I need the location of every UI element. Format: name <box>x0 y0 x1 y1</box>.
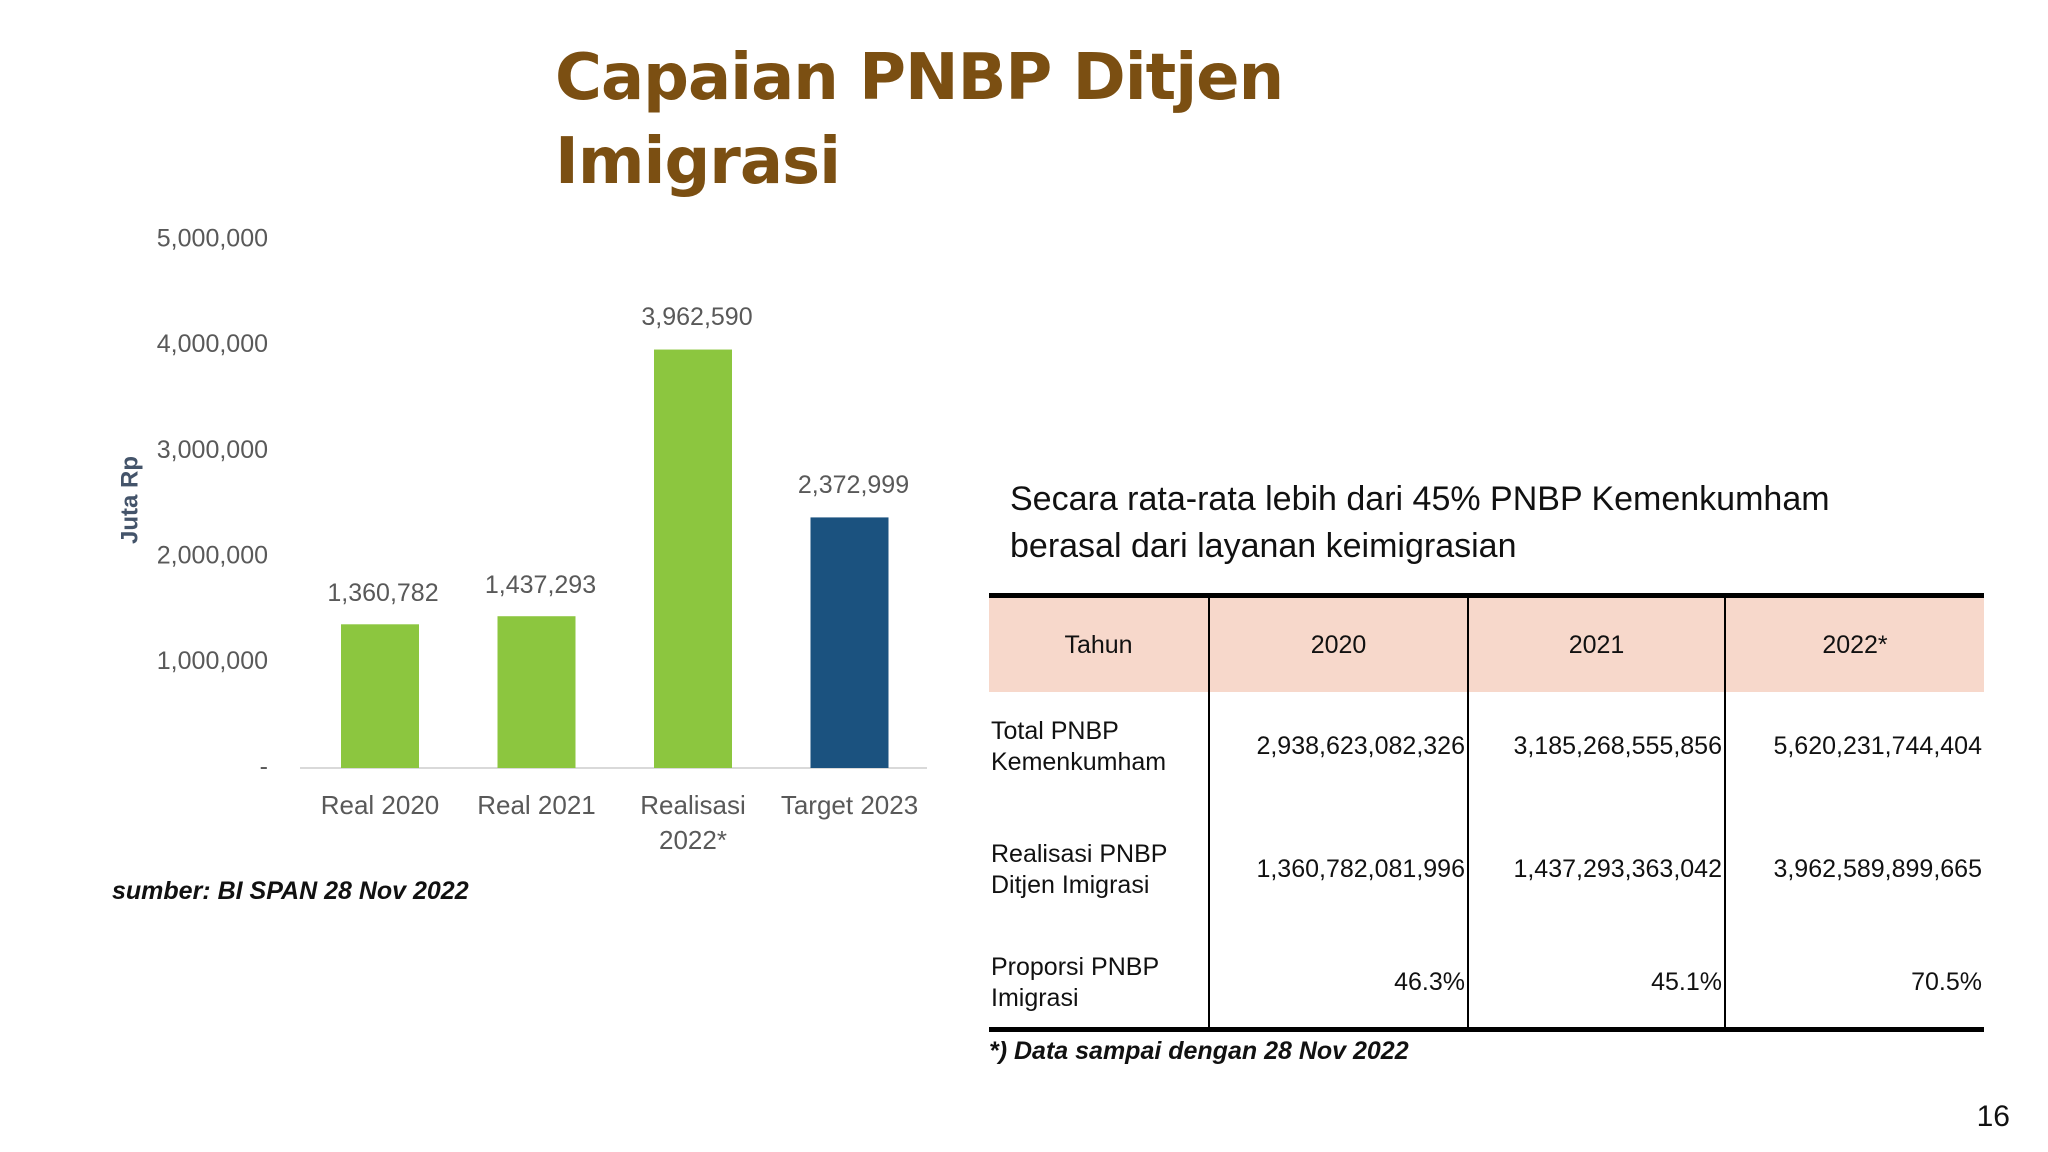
x-tick-label: Real 2020 <box>320 790 440 820</box>
value-cell: 3,962,589,899,665 <box>1724 801 1984 938</box>
y-tick-label: 3,000,000 <box>157 436 268 464</box>
row-label: Proporsi PNBP Imigrasi <box>991 952 1159 1012</box>
header-row: Tahun 2020 2021 2022* <box>989 595 1984 692</box>
header-cell: 2022* <box>1724 595 1984 692</box>
row-label: Total PNBP Kemenkumham <box>991 716 1167 776</box>
footnote: *) Data sampai dengan 28 Nov 2022 <box>989 1037 1409 1065</box>
x-tick-label: Realisasi 2022* <box>640 790 746 855</box>
value-cell: 1,437,293,363,042 <box>1467 801 1725 938</box>
page-number: 16 <box>1976 1100 2010 1133</box>
y-tick-label: 1,000,000 <box>157 647 268 675</box>
header-cell: Tahun <box>989 595 1209 692</box>
table-row: Realisasi PNBP Ditjen Imigrasi 1,360,782,… <box>989 801 1984 938</box>
value-label: 1,360,782 <box>327 579 438 607</box>
row-label: Realisasi PNBP Ditjen Imigrasi <box>991 839 1168 899</box>
bar <box>810 517 889 768</box>
y-tick-label: - <box>260 753 268 781</box>
summary-text: Secara rata-rata lebih dari 45% PNBP Kem… <box>1010 480 1830 565</box>
slide-title: Capaian PNBP Ditjen Imigrasi <box>555 41 1284 199</box>
header-cell: 2021 <box>1467 595 1725 692</box>
bar <box>654 349 732 768</box>
x-tick-label: Real 2021 <box>477 790 596 820</box>
value-cell: 2,938,623,082,326 <box>1208 692 1468 801</box>
header-cell: 2020 <box>1208 595 1468 692</box>
source-note: sumber: BI SPAN 28 Nov 2022 <box>112 877 469 905</box>
table-row: Proporsi PNBP Imigrasi 46.3% 45.1% 70.5% <box>989 938 1984 1030</box>
x-tick-label: Target 2023 <box>780 790 919 820</box>
data-table: Tahun 2020 2021 2022* Total PNBP Kemenku… <box>989 593 1984 1032</box>
bar <box>497 616 576 768</box>
y-tick-label: 4,000,000 <box>157 330 268 358</box>
value-cell: 45.1% <box>1467 938 1725 1030</box>
value-cell: 46.3% <box>1208 938 1468 1030</box>
y-axis-label: Juta Rp <box>116 456 143 544</box>
y-tick-label: 2,000,000 <box>157 541 268 569</box>
value-label: 2,372,999 <box>798 471 909 499</box>
bar <box>341 624 419 768</box>
value-label: 1,437,293 <box>485 571 596 599</box>
chart: Juta Rp - 1,000,000 2,000,000 3,000,000 4,00… <box>116 225 927 781</box>
table-row: Total PNBP Kemenkumham 2,938,623,082,326 3… <box>989 692 1984 801</box>
value-cell: 70.5% <box>1724 938 1984 1030</box>
value-cell: 3,185,268,555,856 <box>1467 692 1725 801</box>
value-label: 3,962,590 <box>641 303 752 331</box>
value-cell: 1,360,782,081,996 <box>1208 801 1468 938</box>
y-tick-label: 5,000,000 <box>157 225 268 253</box>
value-cell: 5,620,231,744,404 <box>1724 692 1984 801</box>
